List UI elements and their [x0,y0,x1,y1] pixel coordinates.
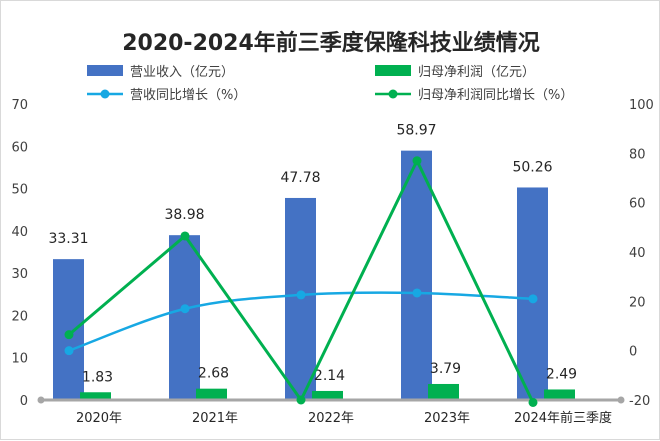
point-net-profit-growth [296,395,306,405]
bar-revenue [401,150,432,400]
right-axis-tick: 100 [629,98,654,113]
point-net-profit-growth [64,330,74,340]
chart-title: 2020-2024年前三季度保隆科技业绩情况 [122,30,540,56]
legend-label-revenue: 营业收入（亿元） [130,65,234,80]
left-axis-tick: 20 [11,309,28,324]
legend-label-revenue-growth: 营收同比增长（%） [130,88,246,103]
right-axis-tick: 80 [629,147,646,162]
data-label-net-profit: 2.49 [546,366,577,382]
legend-marker-net-profit-growth [388,89,398,99]
right-axis-tick: 40 [629,246,646,261]
category-label: 2023年 [424,411,470,426]
data-label-revenue: 38.98 [164,207,204,223]
left-axis-tick: 60 [11,140,28,155]
point-net-profit-growth [412,156,422,166]
bar-net-profit [544,389,575,400]
right-axis-tick: 0 [629,345,637,360]
legend-marker-revenue-growth [100,89,110,99]
right-axis-tick: 60 [629,197,646,212]
point-net-profit-growth [180,231,190,241]
category-label: 2024年前三季度 [514,410,612,426]
bar-net-profit [196,388,227,400]
x-axis-start-cap [37,396,45,404]
left-axis-tick: 50 [11,183,28,198]
point-net-profit-growth [528,397,538,407]
x-axis-end-cap [617,396,625,404]
left-axis-tick: 30 [11,267,28,282]
category-label: 2021年 [192,411,238,426]
right-axis-tick: -20 [629,394,650,409]
legend-swatch-revenue [87,65,123,76]
data-label-net-profit: 3.79 [430,361,461,377]
right-axis-tick: 20 [629,295,646,310]
data-label-revenue: 50.26 [512,159,552,175]
category-label: 2022年 [308,411,354,426]
point-revenue-growth [412,288,422,298]
bar-revenue [53,259,84,400]
left-axis-tick: 0 [20,394,28,409]
point-revenue-growth [296,290,306,300]
left-axis-tick: 10 [11,352,28,367]
legend-label-net-profit-growth: 归母净利润同比增长（%） [418,88,573,103]
legend-swatch-net-profit [375,65,411,76]
data-label-revenue: 33.31 [48,231,88,247]
point-revenue-growth [64,346,74,356]
data-label-net-profit: 1.83 [82,369,113,385]
data-label-net-profit: 2.68 [198,366,229,382]
point-revenue-growth [180,304,190,314]
data-label-revenue: 47.78 [280,170,320,186]
data-label-net-profit: 2.14 [314,368,345,384]
bar-net-profit [312,390,343,400]
plot-area: 0 10 20 30 40 50 60 70 -20 0 20 40 60 80 100 33.31 38.98… [11,98,653,426]
category-label: 2020年 [76,411,122,426]
bar-revenue [169,235,200,400]
bar-net-profit [428,383,459,400]
legend: 营业收入（亿元） 归母净利润（亿元） 营收同比增长（%） 归母净利润同比增长（%… [87,65,573,103]
data-label-revenue: 58.97 [396,123,436,139]
bar-net-profit [80,392,111,400]
point-revenue-growth [528,294,538,304]
legend-label-net-profit: 归母净利润（亿元） [418,65,535,80]
bar-revenue [517,187,548,400]
left-axis-tick: 40 [11,225,28,240]
left-axis-tick: 70 [11,98,28,113]
